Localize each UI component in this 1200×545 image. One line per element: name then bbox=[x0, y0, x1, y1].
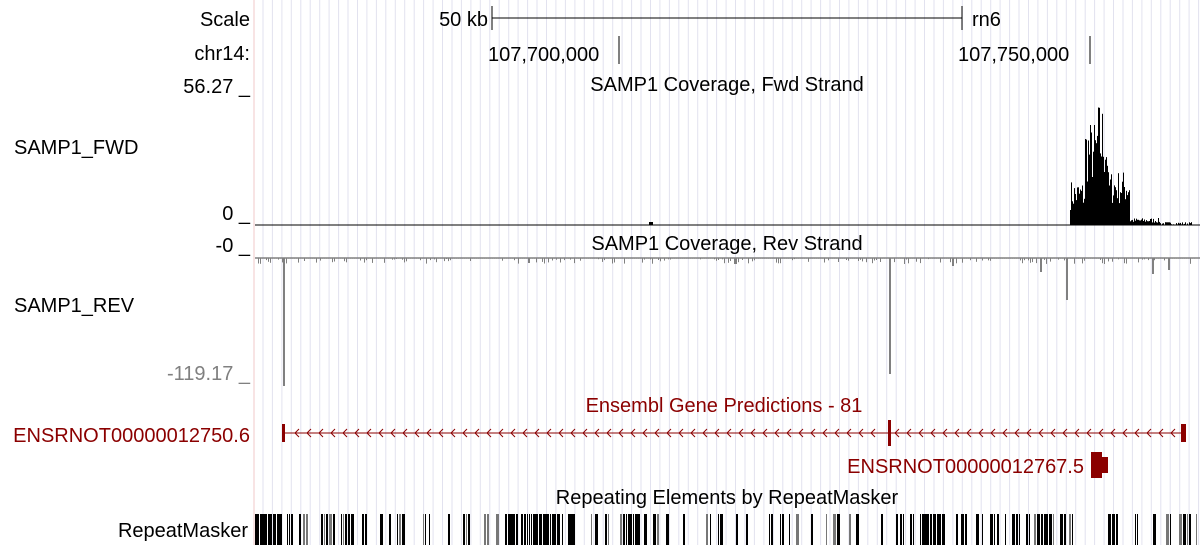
rev-max-label: -0 _ bbox=[216, 235, 251, 257]
transcript-2-model[interactable] bbox=[1091, 452, 1108, 478]
assembly-label: rn6 bbox=[972, 9, 1001, 31]
repeatmasker-track-title: Repeating Elements by RepeatMasker bbox=[556, 487, 899, 509]
fwd-min-label: 0 _ bbox=[222, 203, 251, 225]
fwd-track-title: SAMP1 Coverage, Fwd Strand bbox=[590, 74, 863, 96]
intron-direction-arrows bbox=[294, 428, 1176, 438]
repeatmasker-track-name[interactable]: RepeatMasker bbox=[118, 520, 248, 542]
position-tick-label-1: 107,700,000 bbox=[488, 44, 599, 66]
rev-track-title: SAMP1 Coverage, Rev Strand bbox=[591, 233, 862, 255]
fwd-track-name[interactable]: SAMP1_FWD bbox=[14, 137, 138, 159]
position-tick-label-2: 107,750,000 bbox=[958, 44, 1069, 66]
exon-1 bbox=[282, 424, 285, 442]
grid-lines bbox=[262, 0, 1200, 545]
chrom-label: chr14: bbox=[194, 43, 250, 65]
transcript-1-label[interactable]: ENSRNOT00000012750.6 bbox=[13, 425, 250, 447]
scale-bar bbox=[491, 6, 963, 30]
scale-bar-label: 50 kb bbox=[439, 9, 488, 31]
fwd-coverage-blip bbox=[649, 222, 653, 225]
rev-min-label: -119.17 _ bbox=[167, 363, 251, 385]
rev-coverage-signal[interactable] bbox=[258, 258, 1195, 386]
fwd-coverage-signal[interactable] bbox=[1070, 107, 1192, 226]
scale-label: Scale bbox=[200, 9, 250, 31]
ensembl-track-title: Ensembl Gene Predictions - 81 bbox=[586, 395, 863, 417]
transcript-2-label[interactable]: ENSRNOT00000012767.5 bbox=[847, 456, 1084, 478]
exon-3 bbox=[1181, 424, 1186, 442]
transcript-1-model[interactable] bbox=[282, 420, 1186, 446]
fwd-max-label: 56.27 _ bbox=[183, 76, 251, 98]
rev-track-name[interactable]: SAMP1_REV bbox=[14, 295, 135, 317]
repeatmasker-elements[interactable] bbox=[255, 514, 1197, 545]
exon-2 bbox=[888, 420, 891, 446]
